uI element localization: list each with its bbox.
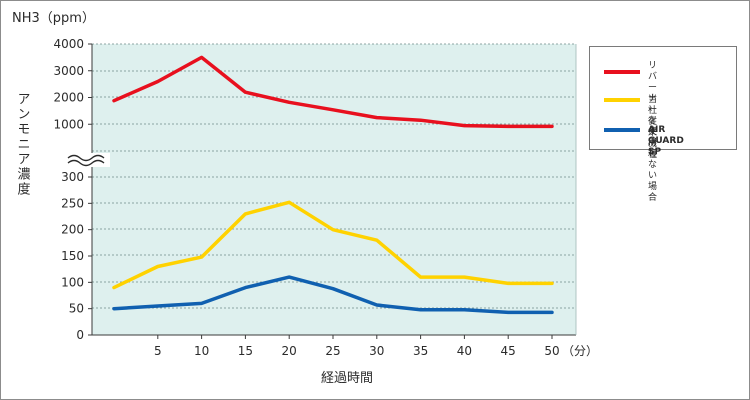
x-tick-label: 5: [154, 344, 162, 358]
legend-label: AIR GUARD SP: [648, 125, 684, 157]
y-tick-labels: 4000 3000 2000 1000 300 250 200 150 100 50 0: [53, 37, 84, 342]
x-unit-label: （分）: [562, 344, 598, 358]
series-line-1: [112, 55, 554, 129]
y-axis-label: アンモニア濃度: [15, 92, 31, 197]
x-tick-label: 25: [325, 344, 340, 358]
y-tick-label: 1000: [53, 117, 84, 131]
x-tick-label: 15: [238, 344, 253, 358]
y-tick-label: 4000: [53, 37, 84, 51]
legend-label: リバーナーを 使用しない場合: [648, 61, 658, 203]
x-tick-label: 20: [282, 344, 297, 358]
legend: リバーナーを 使用しない場合 当社従来機種 AIR GUARD SP: [589, 46, 737, 203]
y-tick-label: 300: [61, 170, 84, 184]
legend-swatch: [604, 128, 640, 132]
y-tick-label: 150: [61, 249, 84, 263]
series-lines: [112, 55, 554, 315]
axis-break-wave: [67, 159, 105, 167]
x-tick-label: 40: [457, 344, 472, 358]
x-tick-label: 10: [194, 344, 209, 358]
unit-label: NH3（ppm）: [12, 11, 95, 26]
y-tick-label: 0: [76, 328, 84, 342]
axes: [88, 43, 577, 339]
legend-label: 当社従来機種: [648, 95, 658, 160]
y-tick-label: 200: [61, 223, 84, 237]
y-tick-label: 3000: [53, 64, 84, 78]
legend-swatch: [604, 98, 640, 102]
y-tick-label: 250: [61, 196, 84, 210]
series-line-3: [112, 275, 554, 315]
x-tick-label: 50: [544, 344, 559, 358]
y-tick-label: 50: [69, 302, 84, 316]
axis-break-wave: [67, 154, 105, 162]
y-tick-label: 2000: [53, 91, 84, 105]
legend-swatch: [604, 70, 640, 74]
x-tick-label: 30: [369, 344, 384, 358]
x-tick-labels: 5 10 15 20 25 30 35 40 45 50: [154, 344, 560, 358]
x-tick-label: 35: [413, 344, 428, 358]
x-axis-label: 経過時間: [321, 371, 373, 386]
series-line-2: [112, 200, 554, 290]
axis-break-icon: [64, 153, 110, 167]
plot-area: [92, 44, 576, 335]
y-tick-label: 100: [61, 275, 84, 289]
x-tick-label: 45: [501, 344, 516, 358]
